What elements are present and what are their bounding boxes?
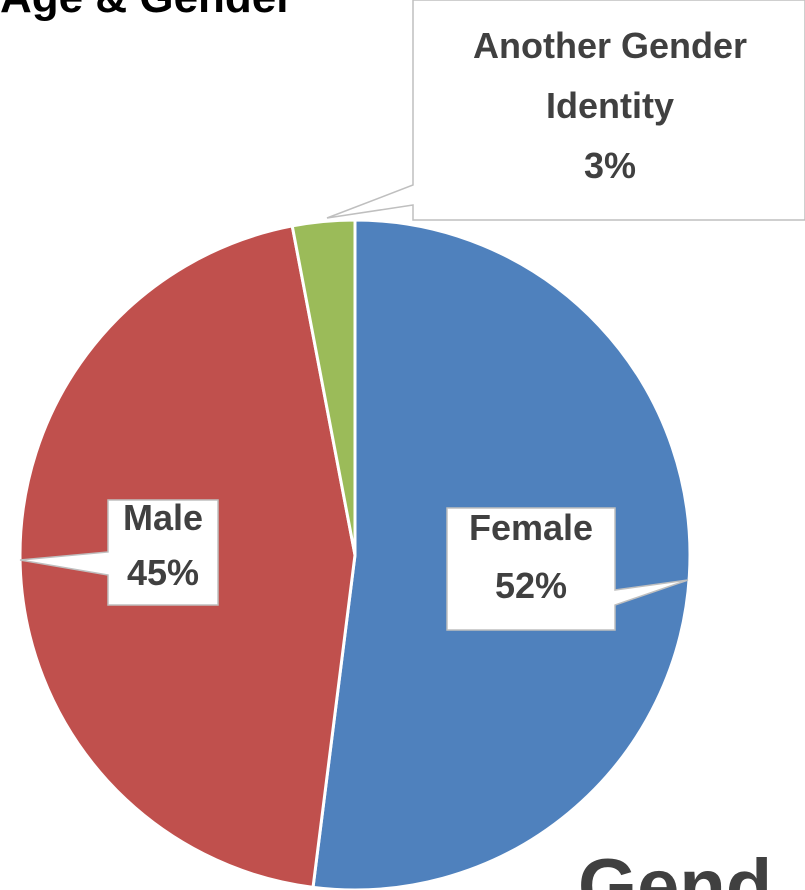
data-label-name: Male — [123, 497, 203, 538]
data-label: Another Gender Identity 3% — [473, 25, 747, 186]
data-label: Male 45% — [123, 497, 203, 593]
data-label-name: Another Gender — [473, 25, 747, 66]
data-callout — [446, 507, 689, 631]
data-label-value: 3% — [584, 145, 636, 186]
data-label-name: Identity — [546, 85, 674, 126]
data-label-value: 52% — [495, 565, 567, 606]
data-label-name: Female — [469, 507, 593, 548]
pie-slice — [290, 218, 357, 556]
footer-text: Gend — [578, 844, 772, 890]
chart-title: Age & Gender — [0, 0, 293, 22]
data-callout — [19, 499, 219, 606]
data-callout — [326, 0, 805, 221]
data-label-value: 45% — [127, 552, 199, 593]
data-label: Female 52% — [469, 507, 593, 606]
